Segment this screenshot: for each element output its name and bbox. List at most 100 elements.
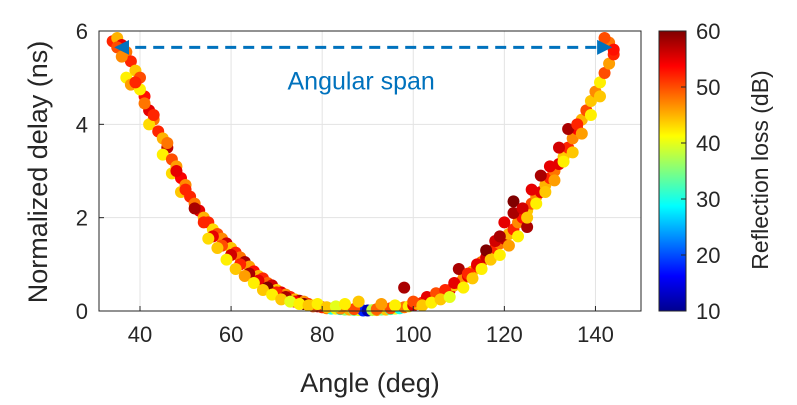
data-point [338,298,351,310]
data-point [493,249,506,261]
data-point [557,155,570,168]
data-point [293,298,306,310]
data-point [525,183,538,196]
colorbar-title: Reflection loss (dB) [747,70,773,269]
data-point [311,298,324,310]
data-point [516,202,529,215]
data-point [480,244,493,257]
colorbar [658,30,687,312]
x-tick-label: 80 [310,322,334,347]
data-point [571,118,584,131]
colorbar-tick-label: 10 [696,299,720,324]
data-point [543,160,556,173]
colorbar-tick-label: 30 [696,187,720,212]
data-point [156,148,169,161]
data-point [502,239,515,252]
data-point [161,137,174,149]
x-axis-ticks: 40 60 80 100 120 140 [128,306,614,347]
colorbar-tick-label: 40 [696,131,720,156]
data-point [229,263,242,275]
colorbar-tick-label: 60 [696,19,720,44]
colorbar-tick-label: 50 [696,75,720,100]
data-point [466,272,479,285]
data-point [302,299,315,312]
data-point [452,263,465,275]
data-point [320,301,333,314]
data-point [607,43,620,56]
y-tick-label: 4 [76,112,88,137]
data-point [434,293,447,306]
data-point [507,207,520,219]
data-point [389,299,402,312]
data-point [147,109,160,121]
data-point [584,109,597,121]
data-point [256,284,269,296]
data-point [548,174,561,187]
data-point [238,270,251,282]
data-point [603,57,616,70]
data-point [247,277,260,289]
data-point [566,132,579,145]
data-point [594,76,607,89]
data-point [220,253,233,266]
data-point [594,90,607,103]
data-point [521,211,534,224]
x-tick-label: 40 [128,322,152,347]
data-point [512,230,525,243]
y-axis-title: Normalized delay (ns) [23,41,53,304]
data-point [493,230,506,243]
data-point [539,186,552,198]
data-points [106,32,620,317]
data-point [129,76,142,89]
colorbar-tick-label: 20 [696,243,720,268]
data-point [211,242,224,254]
data-point [179,183,192,196]
data-point [484,253,497,266]
data-point [425,296,438,309]
x-tick-label: 120 [486,322,523,347]
y-tick-label: 0 [76,299,88,324]
data-point [534,169,547,182]
data-point [266,288,279,301]
data-point [598,32,611,44]
data-point [584,95,597,107]
data-point [416,299,429,312]
data-point [575,127,588,140]
data-point [275,293,288,306]
y-axis-ticks: 0 2 4 6 [76,19,104,324]
data-point [202,232,215,245]
data-point [329,300,342,313]
data-point [375,298,388,310]
data-point [352,295,365,308]
y-tick-label: 2 [76,206,88,231]
data-point [566,146,579,159]
x-tick-label: 100 [395,322,432,347]
angular-span-label: Angular span [288,67,435,95]
data-point [443,291,456,303]
colorbar-ticks: 10 20 30 40 50 60 [681,19,720,324]
data-point [124,55,137,68]
data-point [138,97,151,110]
data-point [115,50,128,63]
data-point [170,165,183,177]
data-point [598,67,611,79]
data-point [498,216,511,229]
data-point [475,263,488,275]
data-point [143,118,156,131]
data-point [507,195,520,208]
data-point [530,197,543,210]
x-tick-label: 140 [577,322,614,347]
y-tick-label: 6 [76,19,88,44]
data-point [197,216,210,229]
data-point [553,141,566,154]
data-point [407,295,420,308]
x-axis-title: Angle (deg) [300,368,440,398]
data-point [398,281,411,294]
x-tick-label: 60 [219,322,243,347]
data-point [457,281,470,294]
data-point [188,202,201,215]
data-point [562,123,575,135]
data-point [521,221,534,233]
plot-frame [98,30,642,312]
